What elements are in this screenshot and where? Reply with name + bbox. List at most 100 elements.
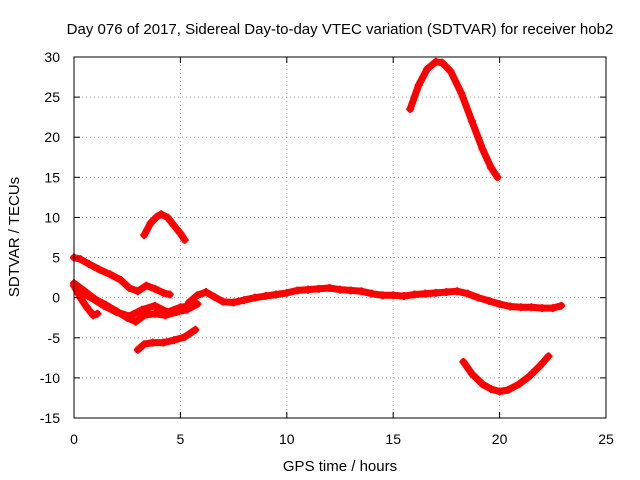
data-point — [99, 301, 108, 310]
data-point — [133, 287, 142, 296]
series-arc-long-baseline — [184, 284, 566, 313]
data-point — [446, 67, 455, 76]
series-arc-upper-decay — [70, 253, 174, 299]
series-line — [134, 326, 199, 354]
series-arc-middle-decline — [70, 279, 202, 326]
y-axis-label: SDTVAR / TECUs — [6, 177, 23, 297]
data-point — [150, 309, 159, 318]
data-point — [150, 284, 159, 293]
data-point — [87, 293, 96, 302]
data-point — [240, 296, 249, 305]
data-point — [378, 291, 387, 300]
data-point — [180, 235, 189, 244]
data-point — [106, 270, 115, 279]
data-point — [463, 289, 472, 298]
data-point — [150, 301, 159, 310]
data-point — [112, 308, 121, 317]
data-point — [125, 284, 134, 293]
data-point — [193, 291, 202, 300]
data-point — [163, 308, 172, 317]
data-point — [357, 287, 366, 296]
data-point — [184, 298, 193, 307]
data-point — [142, 281, 151, 290]
data-point — [504, 385, 513, 394]
series-line — [406, 58, 501, 181]
data-point — [261, 292, 270, 301]
data-point — [367, 289, 376, 298]
data-point — [170, 221, 179, 230]
data-point — [293, 286, 302, 295]
data-point — [165, 290, 174, 299]
data-point — [453, 287, 462, 296]
series-line — [140, 210, 189, 244]
data-point — [414, 81, 423, 90]
y-tick-label: -10 — [40, 370, 60, 386]
data-point — [478, 145, 487, 154]
data-point — [336, 285, 344, 294]
data-point — [457, 89, 466, 98]
data-point — [229, 298, 238, 307]
data-point — [125, 312, 134, 321]
data-point — [438, 58, 447, 67]
data-point — [138, 305, 147, 314]
y-tick-label: -15 — [40, 410, 60, 426]
data-point — [282, 288, 291, 297]
data-point — [389, 291, 398, 300]
data-point — [525, 372, 534, 381]
data-point — [538, 304, 547, 313]
x-tick-label: 15 — [385, 431, 401, 447]
data-point — [506, 302, 515, 311]
data-point — [495, 387, 504, 396]
x-axis-label: GPS time / hours — [283, 458, 397, 475]
data-point — [163, 213, 172, 222]
data-point — [487, 163, 496, 172]
data-point — [140, 340, 149, 349]
data-point — [159, 338, 168, 347]
series-line — [74, 287, 195, 320]
data-point — [527, 303, 536, 312]
data-point — [95, 265, 104, 274]
y-tick-label: 15 — [44, 169, 60, 185]
data-point — [191, 325, 200, 334]
plot-frame — [73, 56, 607, 419]
series-layer — [70, 57, 566, 396]
data-point — [133, 345, 142, 354]
data-point — [201, 288, 210, 297]
data-point — [89, 311, 98, 320]
data-point — [314, 284, 323, 293]
y-tick-label: 10 — [44, 209, 60, 225]
x-tick-label: 10 — [279, 431, 295, 447]
data-point — [421, 289, 430, 298]
data-point — [478, 380, 487, 389]
y-tick-label: 30 — [44, 49, 60, 65]
data-point — [176, 229, 185, 238]
data-point — [467, 369, 476, 378]
data-point — [148, 338, 157, 347]
data-point — [176, 303, 185, 312]
data-point — [304, 285, 313, 294]
data-point — [82, 303, 91, 312]
data-point — [467, 117, 476, 126]
data-point — [131, 317, 140, 326]
data-point — [410, 290, 419, 299]
tick-layer: 0 5 10 15 20 25 -15 -10 -5 0 5 10 15 20 25 30 — [40, 49, 614, 447]
data-point — [152, 212, 161, 221]
data-point — [487, 385, 496, 394]
x-tick-label: 0 — [70, 431, 78, 447]
data-point — [180, 332, 189, 341]
data-point — [484, 296, 493, 305]
data-point — [170, 336, 179, 345]
data-point — [548, 304, 557, 313]
series-arc-bottom-dip — [459, 352, 553, 396]
data-point — [459, 357, 468, 366]
data-point — [431, 288, 440, 297]
x-tick-label: 25 — [598, 431, 614, 447]
data-point — [93, 309, 102, 318]
data-point — [399, 292, 408, 301]
data-point — [159, 288, 168, 297]
data-point — [272, 290, 281, 299]
data-point — [536, 361, 545, 370]
data-point — [74, 287, 83, 296]
y-tick-label: 25 — [44, 89, 60, 105]
